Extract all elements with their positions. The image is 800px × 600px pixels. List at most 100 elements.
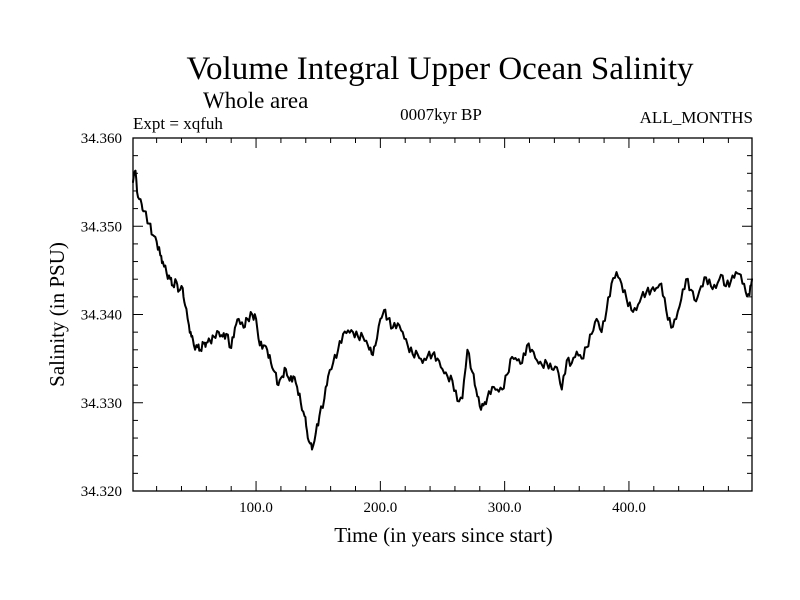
data-point [585,346,588,349]
data-point [184,304,186,307]
data-point [615,271,618,273]
data-point [670,326,672,329]
data-point [266,349,269,351]
data-point [255,318,257,320]
data-point [491,386,494,388]
data-point [188,324,190,326]
data-point [436,357,439,360]
data-point [475,388,477,391]
data-point [159,254,162,257]
y-tick-label: 34.340 [81,308,122,324]
data-point [392,326,394,329]
data-point [397,322,399,325]
data-point [566,359,568,362]
months-label: ALL_MONTHS [639,108,753,127]
data-point [745,291,747,294]
data-point [620,282,623,285]
data-point [242,326,245,329]
data-point [308,441,311,444]
data-point [571,362,573,364]
data-point [479,405,481,408]
data-point [720,274,722,276]
data-point [203,342,205,345]
data-point [347,329,349,332]
data-point [751,278,753,281]
data-point [190,335,193,338]
data-point [199,349,201,351]
data-point [580,357,583,360]
data-point [521,362,523,364]
data-point [327,375,329,378]
data-point [318,415,321,417]
data-point [406,344,409,347]
data-point [401,331,404,333]
salinity-series-line [132,169,753,451]
data-point [416,353,419,356]
data-point [181,287,184,289]
data-point [690,289,692,291]
data-point [288,379,291,382]
data-point [516,359,518,362]
data-point [175,281,178,283]
data-point [700,285,702,288]
data-point [259,344,261,347]
chart-subtitle: Whole area [203,88,309,113]
y-tick-label: 34.350 [81,219,122,235]
data-point [456,400,459,402]
data-point [169,278,172,281]
y-tick-label: 34.360 [81,131,122,147]
data-point [740,274,742,276]
data-point [730,280,732,282]
data-point [225,333,227,335]
data-point [640,296,643,298]
data-point [466,349,469,351]
data-point [705,276,707,279]
data-point [556,366,558,369]
data-point [209,340,211,342]
data-point [421,362,424,364]
data-point [441,368,444,371]
data-point [595,318,598,320]
data-point [367,344,369,347]
data-point [155,240,158,243]
data-point [352,331,354,333]
data-point [531,349,533,351]
data-point [387,318,389,320]
y-axis-title: Salinity (in PSU) [45,242,69,387]
data-point [234,326,236,329]
data-point [506,373,508,376]
data-point [205,341,208,344]
data-point [451,379,454,382]
data-point [426,355,429,357]
data-point [300,402,302,404]
data-point [342,333,344,335]
data-point [357,335,359,338]
data-point [132,181,134,183]
y-tick-label: 34.320 [81,484,122,500]
data-point [511,356,513,358]
plot-frame [132,137,753,492]
data-point [218,331,220,333]
data-point [501,388,504,391]
data-point [695,300,697,303]
data-point [482,404,485,407]
data-point [370,353,373,356]
x-tick-label: 100.0 [239,500,273,516]
data-point [710,285,712,288]
data-point [486,397,489,400]
data-point [337,349,339,351]
data-point [143,210,145,212]
data-point [251,313,254,316]
data-point [303,415,306,417]
data-point [650,289,653,291]
data-point [374,344,377,347]
data-point [725,285,727,288]
data-point [748,294,751,296]
data-point [575,350,578,353]
data-point [140,203,143,205]
data-point [660,282,663,285]
x-tick-label: 300.0 [488,500,522,516]
data-point [680,298,682,301]
